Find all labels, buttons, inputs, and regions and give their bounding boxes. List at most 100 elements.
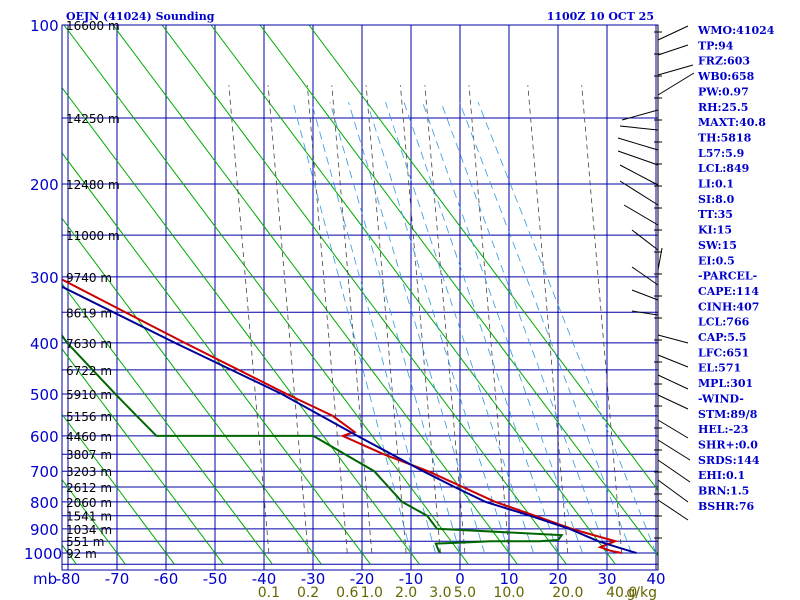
height-label-250: 11000 m (66, 229, 120, 243)
isotherm-50 (308, 25, 658, 492)
height-label-450: 6722 m (66, 364, 112, 378)
moist-adiabat-40 (477, 102, 657, 554)
chart-time: 1100Z 10 OCT 25 (547, 10, 654, 23)
pressure-tick-1000: 1000 (24, 545, 62, 563)
pressure-tick-600: 600 (30, 428, 59, 446)
temp-tick--80: -80 (56, 570, 81, 588)
temp-tick--50: -50 (203, 570, 228, 588)
mixing-ratio-tick-0.1: 0.1 (258, 585, 280, 600)
wind-barb-23 (657, 479, 689, 503)
temp-tick--20: -20 (350, 570, 375, 588)
mixing-ratio-tick-1.0: 1.0 (361, 585, 383, 600)
index-13: KI:15 (698, 224, 732, 237)
wind-barb-9 (619, 180, 659, 206)
pressure-tick-300: 300 (30, 269, 59, 287)
index-20: CAP:5.5 (698, 331, 746, 344)
mixing-ratio-tick-10.0: 10.0 (493, 585, 524, 600)
wind-barb-22 (657, 459, 691, 483)
wind-barb-13 (631, 266, 659, 286)
index-5: RH:25.5 (698, 101, 748, 114)
height-label-1000: 92 m (66, 547, 97, 561)
mixing-ratio-line-0 (228, 85, 270, 554)
height-label-700: 3203 m (66, 465, 112, 479)
index-6: MAXT:40.8 (698, 116, 766, 129)
height-label-900: 1034 m (66, 523, 112, 537)
isotherm--30 (62, 217, 322, 565)
pressure-tick-800: 800 (30, 494, 59, 512)
index-7: TH:5818 (698, 131, 752, 144)
wind-barb-4 (621, 109, 659, 121)
temp-tick--70: -70 (105, 570, 130, 588)
isotherm-10 (112, 25, 518, 565)
index-26: HEL:-23 (698, 423, 748, 436)
mixing-ratio-tick-40.0: 40.0 (606, 585, 637, 600)
pressure-tick-700: 700 (30, 463, 59, 481)
height-label-550: 5156 m (66, 410, 112, 424)
mixing-ratio-line-6 (424, 85, 466, 554)
temp-tick-30: 30 (597, 570, 616, 588)
wind-barb-0 (657, 25, 689, 41)
temperature-line (62, 278, 622, 554)
index-27: SHR+:0.0 (698, 438, 758, 451)
dewpoint-line (62, 333, 564, 554)
isotherm--20 (62, 152, 371, 565)
pressure-tick-400: 400 (30, 335, 59, 353)
index-16: -PARCEL- (698, 270, 757, 283)
mixing-ratio-tick-20.0: 20.0 (552, 585, 583, 600)
isotherm-20 (161, 25, 567, 565)
moist-adiabat-5 (348, 102, 485, 554)
index-23: MPL:301 (698, 377, 753, 390)
index-9: LCL:849 (698, 162, 749, 175)
temp-tick--40: -40 (252, 570, 277, 588)
wind-barb-5 (619, 125, 659, 131)
wind-barb-20 (657, 419, 689, 439)
mixing-ratio-line-8 (527, 85, 569, 554)
temp-tick--10: -10 (399, 570, 424, 588)
wind-barb-8 (619, 164, 659, 186)
height-label-350: 8619 m (66, 306, 112, 320)
height-label-500: 5910 m (66, 388, 112, 402)
temp-tick-40: 40 (646, 570, 665, 588)
mixing-ratio-tick-5.0: 5.0 (454, 585, 476, 600)
index-28: SRDS:144 (698, 454, 760, 467)
isotherm--40 (62, 282, 273, 565)
wind-barb-3 (657, 72, 695, 96)
wind-barb-24 (657, 499, 689, 521)
wind-barbs (617, 25, 695, 570)
wind-barb-21 (657, 439, 691, 461)
wind-barb-10 (623, 204, 659, 226)
index-15: EI:0.5 (698, 254, 735, 267)
index-0: WMO:41024 (697, 24, 775, 37)
index-1: TP:94 (698, 39, 734, 52)
height-label-750: 2612 m (66, 481, 112, 495)
index-4: PW:0.97 (698, 85, 749, 98)
index-24: -WIND- (698, 392, 744, 405)
isotherm-30 (210, 25, 616, 565)
pressure-tick-500: 500 (30, 386, 59, 404)
height-label-200: 12480 m (66, 178, 120, 192)
isotherm-0 (63, 25, 469, 565)
temp-tick-20: 20 (548, 570, 567, 588)
wind-barb-16 (657, 334, 689, 344)
height-label-800: 2060 m (66, 496, 112, 510)
wind-barb-15 (631, 310, 659, 316)
wind-barb-7 (617, 150, 659, 166)
height-label-850: 1541 m (66, 510, 112, 524)
isotherm-40 (259, 25, 658, 557)
series-lines (62, 278, 637, 554)
wind-barb-1 (657, 44, 689, 56)
height-label-100: 16600 m (66, 19, 120, 33)
temp-tick-10: 10 (499, 570, 518, 588)
isotherm--60 (62, 413, 175, 565)
moist-adiabat-30 (440, 102, 608, 554)
chart-title: OEJN (41024) Sounding (66, 10, 215, 23)
x-axis-unit-label: mb (33, 570, 57, 588)
moist-adiabat-10 (366, 102, 510, 554)
height-label-400: 7630 m (66, 337, 112, 351)
height-label-150: 14250 m (66, 112, 120, 126)
mixing-ratio-line-4 (365, 85, 407, 554)
wind-barb-14 (631, 289, 659, 301)
index-8: L57:5.9 (698, 147, 744, 160)
mixing-ratio-line-5 (400, 85, 441, 554)
